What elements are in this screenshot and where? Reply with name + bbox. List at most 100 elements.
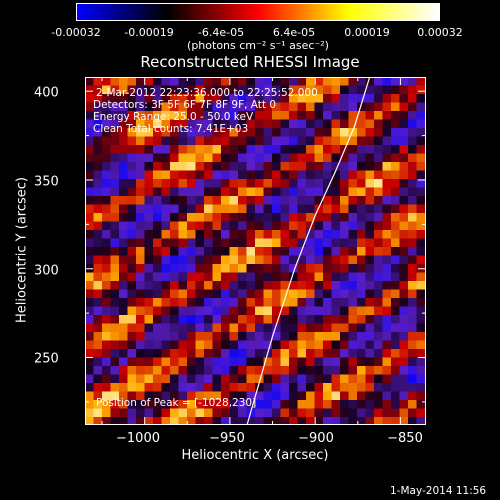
heatmap-cell [331,374,341,384]
heatmap-cell [204,128,213,137]
heatmap-cell [272,179,281,188]
heatmap-cell [280,264,290,273]
heatmap-cell [195,408,205,418]
heatmap-cell [178,153,188,163]
heatmap-cell [314,187,324,197]
heatmap-cell [144,204,154,214]
heatmap-cell [297,366,307,375]
heatmap-cell [340,136,349,146]
heatmap-cell [297,204,307,214]
heatmap-cell [204,204,213,214]
heatmap-cell [246,332,256,341]
heatmap-cell [399,255,409,265]
heatmap-cell [263,238,273,248]
heatmap-cell [187,340,196,350]
heatmap-cell [382,366,392,375]
heatmap-cell [340,238,349,248]
heatmap-cell [229,289,239,299]
heatmap-cell [416,340,426,350]
heatmap-cell [119,128,128,137]
heatmap-cell [127,374,137,384]
heatmap-cell [136,332,145,341]
heatmap-cell [280,332,290,341]
heatmap-cell [187,213,196,222]
heatmap-cell [382,136,392,146]
heatmap-cell [229,374,239,384]
heatmap-cell [144,281,154,290]
heatmap-cell [374,111,383,120]
heatmap-cell [144,391,154,401]
heatmap-cell [170,366,179,375]
heatmap-cell [382,281,392,290]
heatmap-cell [297,102,307,112]
heatmap-cell [348,111,358,120]
heatmap-cell [204,383,213,392]
heatmap-cell [272,383,281,392]
heatmap-cell [365,417,375,425]
heatmap-cell [348,400,358,409]
heatmap-cell [161,357,171,367]
heatmap-cell [340,196,349,205]
heatmap-cell [212,391,222,401]
heatmap-cell [280,162,290,171]
heatmap-cell [263,153,273,163]
heatmap-cell [391,272,400,282]
heatmap-cell [340,204,349,214]
heatmap-cell [374,391,383,401]
heatmap-cell [178,94,188,103]
x-tick-label: −950 [209,431,245,446]
heatmap-cell [119,281,128,290]
heatmap-cell [187,255,196,265]
heatmap-cell [306,102,315,112]
heatmap-cell [136,366,145,375]
heatmap-cell [136,85,145,95]
heatmap-cell [238,204,247,214]
heatmap-cell [280,340,290,350]
heatmap-cell [365,230,375,239]
heatmap-cell [119,119,128,129]
heatmap-cell [85,238,94,248]
heatmap-cell [382,417,392,425]
heatmap-cell [204,281,213,290]
heatmap-cell [255,213,264,222]
heatmap-cell [331,119,341,129]
heatmap-cell [365,119,375,129]
heatmap-cell [331,85,341,95]
heatmap-cell [280,357,290,367]
heatmap-cell [408,77,417,86]
heatmap-cell [357,281,366,290]
heatmap-cell [391,408,400,418]
heatmap-cell [238,136,247,146]
heatmap-cell [85,281,94,290]
heatmap-cell [110,204,120,214]
heatmap-cell [340,400,349,409]
heatmap-cell [221,213,230,222]
heatmap-cell [144,187,154,197]
heatmap-cell [153,77,162,86]
heatmap-cell [272,408,281,418]
heatmap-cell [221,357,230,367]
heatmap-cell [212,298,222,307]
heatmap-cell [331,247,341,256]
heatmap-cell [246,128,256,137]
heatmap-cell [170,272,179,282]
heatmap-cell [144,85,154,95]
heatmap-cell [263,102,273,112]
heatmap-cell [374,340,383,350]
heatmap-cell [408,264,417,273]
heatmap-cell [280,111,290,120]
heatmap-cell [340,170,349,180]
heatmap-cell [399,366,409,375]
heatmap-cell [212,340,222,350]
heatmap-cell [144,289,154,299]
heatmap-cell [255,391,264,401]
heatmap-cell [204,196,213,205]
heatmap-cell [374,408,383,418]
annotation-time: 2-Mar-2012 22:23:36.000 to 22:25:52.000 [96,87,318,99]
heatmap-cell [246,204,256,214]
heatmap-cell [212,332,222,341]
heatmap-cell [416,187,426,197]
heatmap-cell [255,136,264,146]
heatmap-cell [408,374,417,384]
heatmap-cell [229,221,239,231]
